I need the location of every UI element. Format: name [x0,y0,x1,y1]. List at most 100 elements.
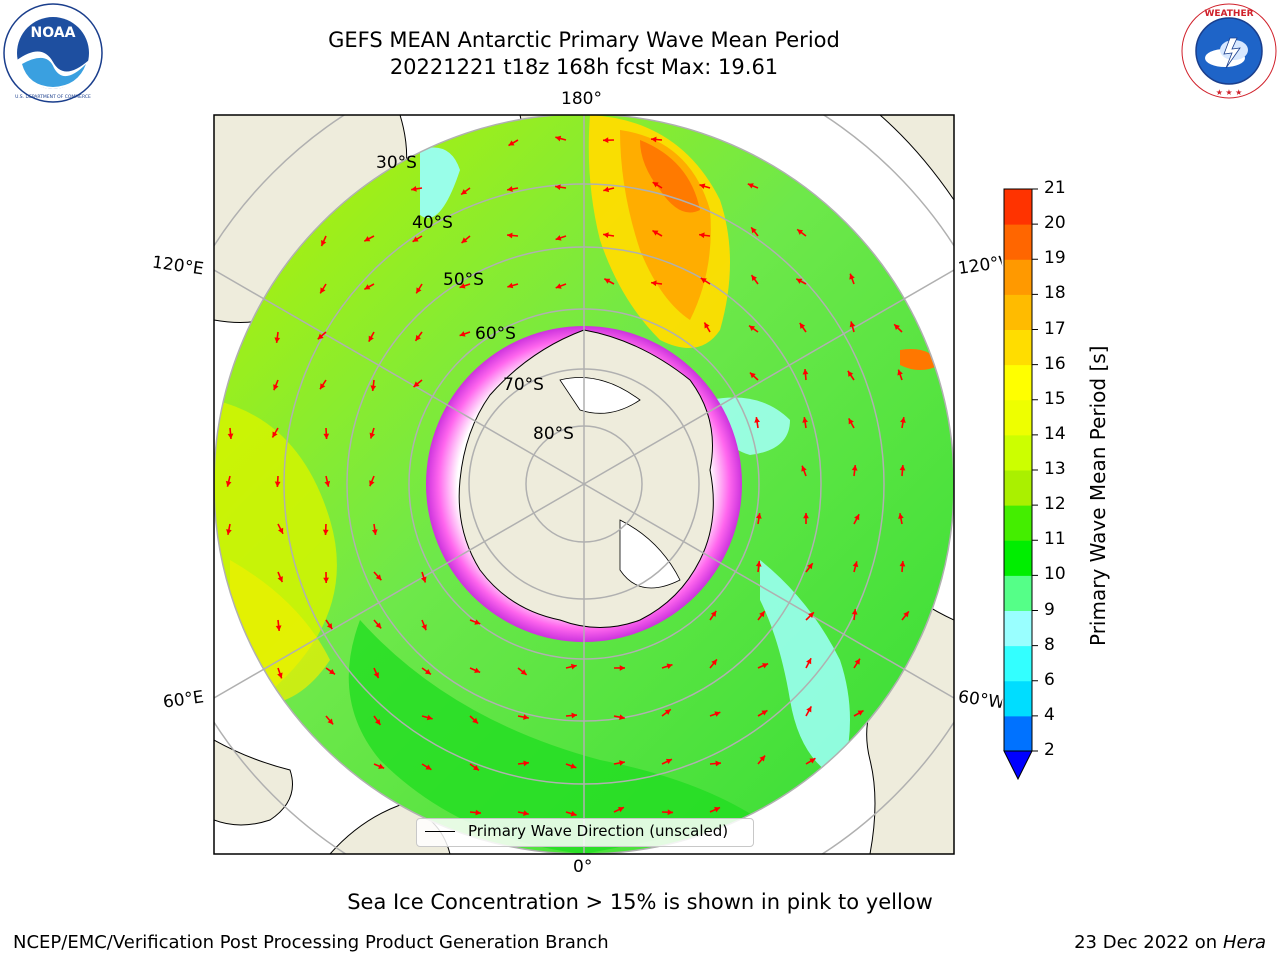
svg-text:NOAA: NOAA [31,25,76,41]
wave-arrow-head [277,672,283,679]
wave-arrow-head [571,712,577,719]
wave-arrow-head [412,236,419,242]
wave-arrow-head [321,240,327,247]
wave-arrow-head [803,513,809,519]
footer-credit: NCEP/EMC/Verification Post Processing Pr… [13,932,609,953]
wave-arrow-head [802,417,808,423]
svg-text:WEATHER: WEATHER [1204,9,1253,19]
wave-arrow-head [604,278,611,284]
chart-title: GEFS MEAN Antarctic Primary Wave Mean Pe… [328,28,840,52]
wave-arrow-head [754,417,760,423]
lon-label-180: 180° [561,89,602,109]
wave-arrow-head [570,663,577,670]
wave-arrow-head [849,273,855,280]
wave-arrow-head [413,381,420,388]
wave-arrow-head [808,612,814,619]
wave-arrow-head [747,183,754,189]
wave-arrow-head [714,711,721,717]
wave-direction-arrows [225,135,910,817]
map-legend: Primary Wave Direction (unscaled) [416,818,754,847]
wave-arrow-head [603,232,609,238]
wave-arrow-head [459,331,466,337]
wave-arrow-head [426,714,433,721]
wave-arrow-head [852,561,859,568]
wave-arrow-head [715,760,721,767]
wave-arrow-head [797,229,804,235]
wave-arrow-head [806,658,812,665]
wave-arrow-head [759,611,765,618]
wave-arrow-head [320,383,326,390]
wave-arrow-head [700,278,707,284]
nws-logo: WEATHER ★ ★ ★ [1181,3,1277,99]
wave-arrow-head [570,810,577,817]
wave-arrow-head [369,432,376,439]
colorbar-tick-label: 18 [1044,283,1066,304]
lat-label-60s: 60°S [475,324,516,344]
wave-arrow-head [277,576,283,583]
wave-arrow-head [665,758,672,765]
wave-arrow-head [370,385,377,391]
wave-arrow-head [799,322,806,329]
wave-arrow-head [329,668,336,675]
wave-arrow-head [507,186,513,192]
map-frame [213,114,955,855]
wave-arrow-head [851,609,858,615]
footer-machine: Hera [1222,932,1266,953]
colorbar-tick-label: 16 [1044,353,1066,374]
colorbar-tick-label: 6 [1044,669,1055,690]
wave-arrow-head [755,561,762,567]
wave-arrow-head [704,322,710,329]
wave-arrow-head [322,529,329,535]
wave-arrow-head [425,668,431,675]
wave-arrow-head [523,810,529,816]
colorbar-tick-label: 9 [1044,599,1055,620]
wave-arrow-head [472,717,479,724]
wave-arrow-head [474,667,481,673]
wave-arrow-head [854,514,860,521]
wave-arrow-head [652,230,659,236]
lon-label-0: 0° [573,857,593,877]
wave-arrow-head [327,718,334,725]
wave-arrow-head [851,465,858,471]
wave-arrow-head [225,480,232,487]
wave-arrow-head [473,764,479,771]
wave-arrow-head [898,513,904,519]
wave-arrow-head [699,183,706,190]
wave-arrow-head [425,764,432,770]
wave-arrow-head [378,763,385,769]
wave-arrow-head [801,465,807,472]
wave-arrow-head [652,182,659,188]
wave-arrow-head [421,624,427,631]
wave-arrow-head [849,321,856,328]
wave-arrow-head [802,369,809,375]
wave-arrow-head [903,611,909,618]
wave-arrow-head [278,527,284,534]
wave-arrow-head [317,333,324,340]
noaa-logo: NOAA U.S. DEPARTMENT OF COMMERCE [3,3,103,103]
wave-arrow-head [461,237,468,244]
svg-text:U.S. DEPARTMENT OF COMMERCE: U.S. DEPARTMENT OF COMMERCE [15,94,91,100]
wave-arrow-head [749,372,756,379]
wave-arrow-head [617,806,624,813]
colorbar-tick-label: 2 [1044,740,1055,760]
wave-arrow-head [857,710,864,716]
colorbar-tick-label: 17 [1044,318,1066,339]
wave-arrow-head [899,465,906,471]
wave-arrow-head [320,287,326,294]
wave-arrow-head [226,529,232,535]
wave-arrow-head [274,337,281,343]
wave-arrow-head [619,714,625,720]
wave-arrow-head [369,480,375,487]
wave-arrow-head [714,807,721,813]
graticule [214,115,954,854]
wave-arrow-head [900,417,906,423]
wave-arrow-head [619,760,625,766]
chart-subtitle: 20221221 t18z 168h fcst Max: 19.61 [389,55,779,79]
wave-arrow-head [461,189,468,195]
wave-arrow-head [619,665,625,671]
footer-date: 23 Dec 2022 on Hera [1074,932,1266,953]
wave-arrow-head [474,619,481,625]
wave-arrow-head [806,706,812,713]
wave-arrow-head [603,137,609,144]
wave-arrow-head [603,186,610,193]
